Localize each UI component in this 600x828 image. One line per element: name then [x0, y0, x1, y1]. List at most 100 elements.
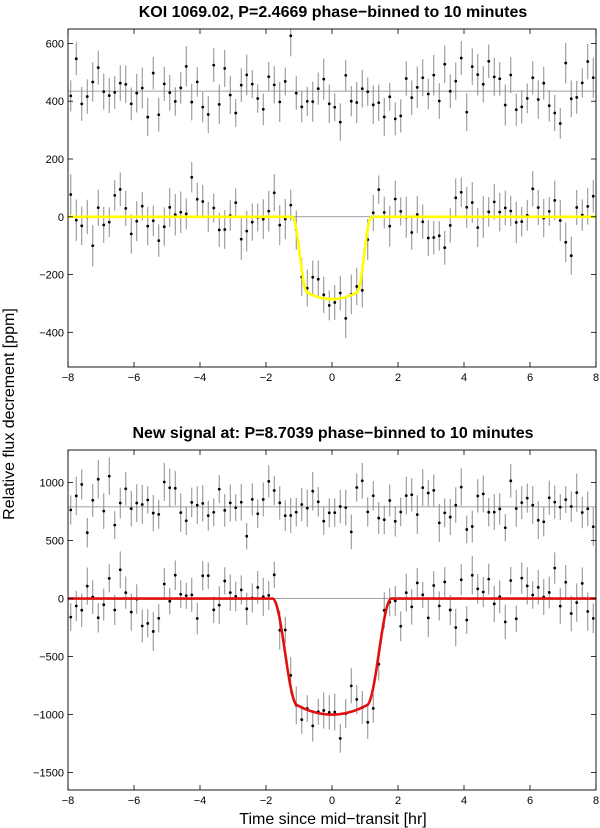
offset-point	[162, 66, 166, 102]
transit-point	[448, 594, 452, 625]
offset-point	[476, 53, 480, 96]
y-tick-label: 200	[46, 154, 64, 166]
offset-point	[531, 486, 535, 524]
transit-point	[503, 604, 507, 640]
transit-point	[586, 188, 590, 225]
offset-point	[272, 66, 276, 104]
transit-point	[569, 236, 573, 275]
transit-point	[261, 199, 265, 240]
transit-point	[322, 276, 326, 313]
transit-point	[410, 589, 414, 625]
offset-point	[448, 74, 452, 109]
transit-point	[591, 603, 595, 634]
transit-point	[569, 595, 573, 632]
offset-point	[586, 43, 590, 80]
transit-point	[135, 201, 139, 242]
offset-point	[360, 462, 364, 499]
transit-model-curve	[68, 215, 596, 301]
x-tick-label: 6	[527, 372, 533, 384]
offset-point	[195, 486, 199, 525]
transit-point	[558, 588, 562, 625]
data-layer	[68, 29, 596, 339]
transit-point	[118, 551, 122, 589]
transit-point	[278, 205, 282, 245]
offset-point	[393, 506, 397, 537]
offset-point	[525, 483, 529, 513]
offset-point	[509, 464, 513, 498]
plot-area	[67, 28, 597, 368]
offset-point	[113, 75, 117, 109]
offset-point	[355, 473, 359, 502]
transit-point	[355, 267, 359, 306]
offset-point	[151, 56, 155, 90]
transit-point	[520, 562, 524, 594]
offset-point	[212, 498, 216, 526]
panel-title: KOI 1069.02, P=2.4669 phase−binned to 10…	[139, 4, 528, 21]
offset-point	[465, 93, 469, 132]
offset-point	[250, 483, 254, 516]
transit-point	[300, 705, 304, 734]
x-tick-label: −2	[260, 795, 273, 807]
offset-point	[300, 91, 304, 123]
offset-point	[283, 67, 287, 96]
offset-point	[382, 505, 386, 535]
offset-point	[289, 29, 293, 57]
y-tick-label: 1000	[40, 477, 64, 489]
offset-point	[234, 494, 238, 522]
offset-point	[377, 84, 381, 121]
offset-point	[514, 490, 518, 527]
offset-point	[173, 471, 177, 506]
offset-point	[465, 515, 469, 544]
offset-point	[223, 49, 227, 88]
transit-point	[476, 208, 480, 248]
offset-point	[256, 499, 260, 529]
offset-point	[212, 48, 216, 82]
transit-point	[415, 567, 419, 599]
offset-point	[382, 97, 386, 136]
offset-point	[580, 496, 584, 529]
offset-point	[168, 468, 172, 507]
x-tick-label: 6	[527, 795, 533, 807]
transit-point	[157, 224, 161, 257]
offset-point	[327, 84, 331, 124]
transit-point	[151, 205, 155, 237]
offset-point	[102, 73, 106, 110]
offset-point	[432, 54, 436, 96]
transit-point	[371, 194, 375, 231]
transit-point	[465, 606, 469, 634]
offset-point	[520, 486, 524, 520]
offset-point	[591, 57, 595, 98]
offset-point	[184, 46, 188, 87]
transit-point	[118, 172, 122, 207]
offset-point	[91, 62, 95, 102]
transit-point	[443, 230, 447, 265]
offset-point	[558, 493, 562, 521]
x-tick-label: 2	[395, 372, 401, 384]
offset-point	[415, 495, 419, 534]
offset-point	[426, 479, 430, 507]
transit-point	[437, 221, 441, 251]
transit-point	[432, 571, 436, 600]
transit-point	[223, 567, 227, 595]
offset-point	[217, 84, 221, 125]
transit-point	[129, 214, 133, 254]
offset-point	[113, 511, 117, 540]
x-tick-label: 4	[461, 372, 467, 384]
transit-point	[107, 564, 111, 593]
offset-point	[157, 97, 161, 132]
offset-point	[459, 41, 463, 75]
offset-point	[80, 86, 84, 121]
y-tick-label: −400	[39, 327, 64, 339]
transit-point	[459, 564, 463, 596]
offset-point	[580, 68, 584, 98]
transit-point	[531, 581, 535, 609]
x-tick-label: 0	[329, 795, 335, 807]
offset-point	[432, 474, 436, 507]
offset-point	[201, 485, 205, 522]
transit-point	[580, 567, 584, 600]
transit-point	[421, 204, 425, 239]
transit-point	[327, 695, 331, 730]
offset-point	[239, 68, 243, 102]
offset-point	[245, 523, 249, 550]
